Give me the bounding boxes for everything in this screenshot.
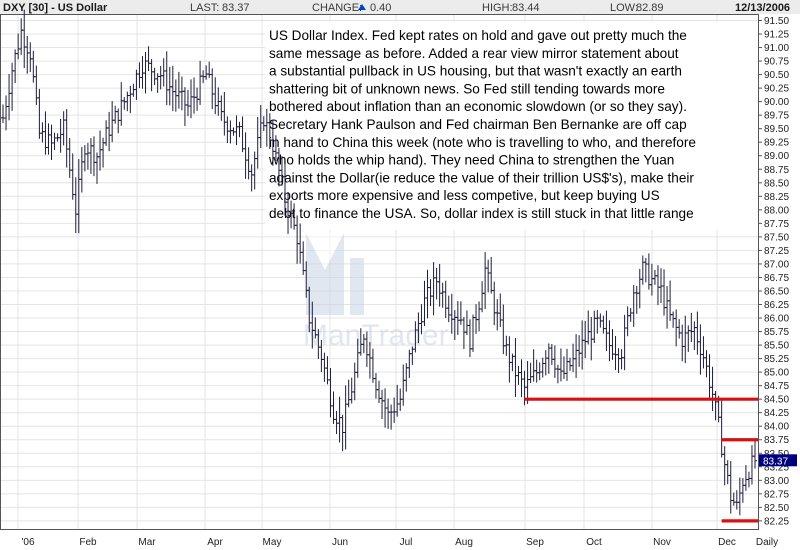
price-tag-label: 83.37 [763,456,788,467]
chart-date: 12/13/2006 [735,2,790,14]
current-price-tag: 83.37 [759,454,797,467]
y-tick-label: 90.75 [764,57,789,68]
annotation-line: bothered about inflation than an economi… [269,99,687,114]
high-label: HIGH: [482,2,513,14]
y-tick-label: 89.00 [764,151,789,162]
time-axis: '06 Feb Mar Apr May Jun Jul Aug Sep Oct Nov Dec Dail… [21,537,778,548]
y-tick-label: 84.75 [764,381,789,392]
x-tick-label: Oct [586,537,602,548]
y-tick-label: 88.50 [764,178,789,189]
y-tick-label: 90.00 [764,97,789,108]
header-bar [0,0,800,14]
x-tick-label: Apr [207,537,223,548]
y-tick-label: 84.00 [764,422,789,433]
annotation-line: shattering bit of unknown news. So Fed s… [269,81,665,96]
change-label: CHANGE: [312,2,362,14]
last-value: 83.37 [222,2,250,14]
x-tick-label: Nov [653,537,671,548]
watermark-text: ManTrader [303,319,449,352]
y-tick-label: 87.25 [764,246,789,257]
y-tick-label: 85.75 [764,327,789,338]
y-tick-label: 86.25 [764,300,789,311]
y-tick-label: 88.75 [764,165,789,176]
y-tick-label: 82.50 [764,503,789,514]
y-tick-label: 91.50 [764,16,789,27]
y-tick-label: 84.50 [764,395,789,406]
change-value: 0.40 [370,2,391,14]
ohlc-bar [753,439,757,469]
x-tick-label: Mar [138,537,156,548]
x-tick-label: Feb [79,537,97,548]
y-tick-label: 85.50 [764,341,789,352]
x-tick-label: Aug [455,537,473,548]
y-tick-label: 90.25 [764,84,789,95]
annotation-line: Secretary Hank Paulson and Fed chairman … [269,117,687,132]
x-tick-label: '06 [21,537,34,548]
last-label: LAST: [190,2,219,14]
y-tick-label: 83.00 [764,476,789,487]
annotation-line: debt to finance the USA. So, dollar inde… [269,206,694,221]
high-value: 83.44 [512,2,540,14]
y-tick-label: 88.00 [764,205,789,216]
x-tick-label: Jun [332,537,348,548]
y-tick-label: 85.25 [764,354,789,365]
price-bars [1,9,757,516]
annotation-line: who holds the whip hand). They need Chin… [268,153,674,168]
y-tick-label: 86.75 [764,273,789,284]
annotation-line: same message as before. Added a rear vie… [269,46,679,61]
price-axis: 91.50 91.25 91.00 90.75 90.50 90.25 90.00 89.75… [758,16,789,527]
y-tick-label: 88.25 [764,192,789,203]
y-tick-label: 87.75 [764,219,789,230]
x-tick-label: Jul [400,537,413,548]
y-tick-label: 91.25 [764,30,789,41]
x-tick-label: Dec [718,537,736,548]
y-tick-label: 89.50 [764,124,789,135]
y-tick-label: 86.50 [764,286,789,297]
annotation-line: a substantial pullback in US housing, bu… [269,64,682,79]
annotation-box [265,22,758,230]
x-tick-label: May [263,537,282,548]
low-label: LOW: [610,2,638,14]
low-value: 82.89 [636,2,664,14]
annotation-text: US Dollar Index. Fed kept rates on hold … [268,28,696,221]
annotation-line: against the Dollar(ie reduce the value o… [269,170,694,185]
y-tick-label: 84.25 [764,408,789,419]
change-up-arrow-icon [358,4,366,10]
price-tag-bg [759,454,797,467]
y-tick-label: 86.00 [764,314,789,325]
y-tick-label: 82.75 [764,489,789,500]
x-tick-label: Sep [526,537,544,548]
chart-title: DXY [30] - US Dollar [3,2,108,14]
y-tick-label: 83.50 [764,449,789,460]
y-tick-label: 89.75 [764,111,789,122]
y-tick-label: 82.25 [764,516,789,527]
annotation-line: in hand to China this week (note who is … [269,135,696,150]
y-tick-label: 87.50 [764,232,789,243]
x-tick-label: Daily [756,537,778,548]
y-tick-label: 89.25 [764,138,789,149]
y-tick-label: 83.75 [764,435,789,446]
support-resistance-lines [524,397,758,523]
annotation-line: exports more expensive and less competiv… [269,188,660,203]
y-tick-label: 87.00 [764,259,789,270]
y-tick-label: 85.00 [764,368,789,379]
y-tick-label: 83.25 [764,462,789,473]
y-tick-label: 90.50 [764,70,789,81]
y-tick-label: 91.00 [764,43,789,54]
annotation-line: US Dollar Index. Fed kept rates on hold … [269,28,687,43]
